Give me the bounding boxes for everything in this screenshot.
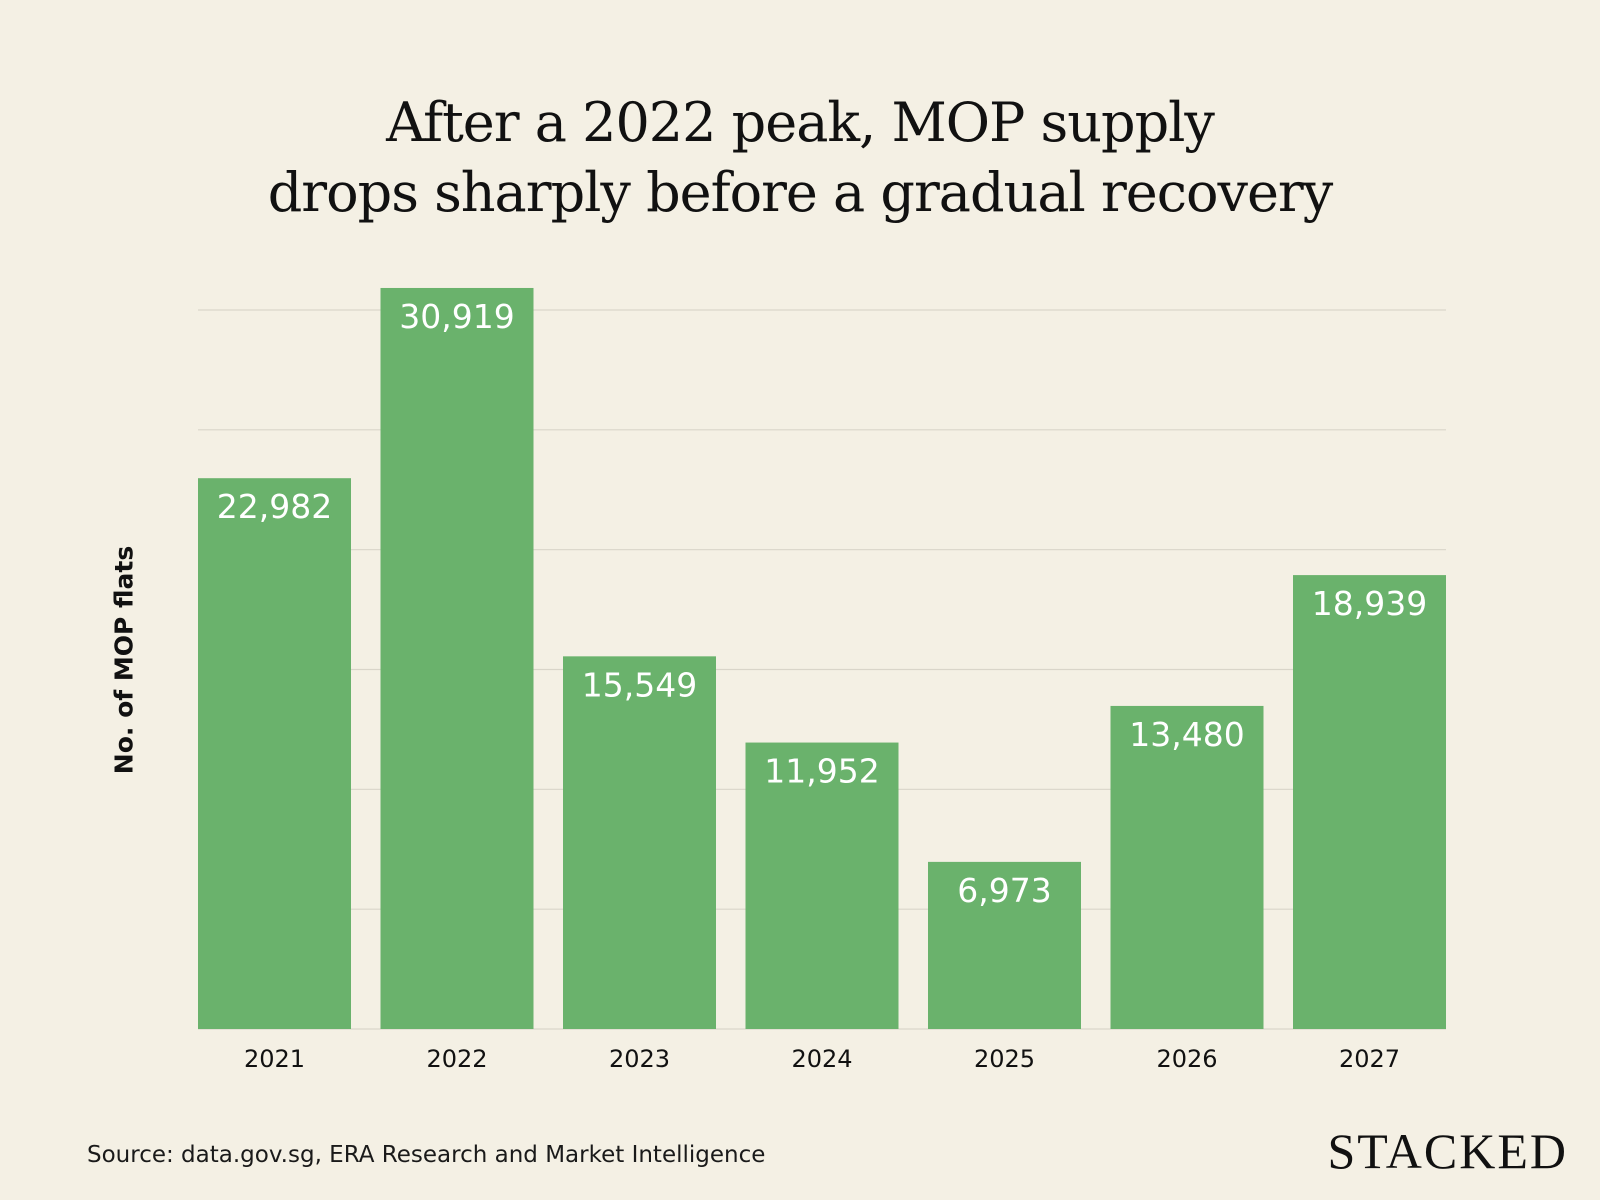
x-tick-label: 2025 xyxy=(974,1045,1035,1073)
x-tick-label: 2027 xyxy=(1339,1045,1400,1073)
chart-title-line-1: After a 2022 peak, MOP supply xyxy=(386,91,1215,154)
bar-2024 xyxy=(745,742,899,1029)
stacked-logo: STACKED xyxy=(1327,1123,1568,1179)
chart-title: After a 2022 peak, MOP supply drops shar… xyxy=(0,88,1600,228)
data-label: 6,973 xyxy=(957,871,1051,910)
bar-2023 xyxy=(563,656,716,1029)
source-note: Source: data.gov.sg, ERA Research and Ma… xyxy=(87,1142,766,1168)
chart-title-line-2: drops sharply before a gradual recovery xyxy=(267,161,1334,224)
data-label: 13,480 xyxy=(1129,715,1244,754)
x-tick-label: 2022 xyxy=(426,1045,487,1073)
x-tick-label: 2023 xyxy=(609,1045,670,1073)
x-tick-label: 2024 xyxy=(791,1045,852,1073)
data-label: 22,982 xyxy=(217,487,332,526)
x-tick-label: 2026 xyxy=(1156,1045,1217,1073)
data-label: 18,939 xyxy=(1312,584,1427,623)
data-label: 11,952 xyxy=(764,752,879,791)
x-tick-label: 2021 xyxy=(244,1045,305,1073)
bar-2026 xyxy=(1110,705,1264,1029)
data-label: 15,549 xyxy=(582,665,697,704)
bar-2025 xyxy=(928,861,1081,1029)
y-axis-label: No. of MOP flats xyxy=(109,545,139,775)
bar-2022 xyxy=(380,287,534,1030)
bar-2021 xyxy=(198,478,351,1029)
bar-2027 xyxy=(1293,575,1446,1029)
data-label: 30,919 xyxy=(399,297,514,336)
